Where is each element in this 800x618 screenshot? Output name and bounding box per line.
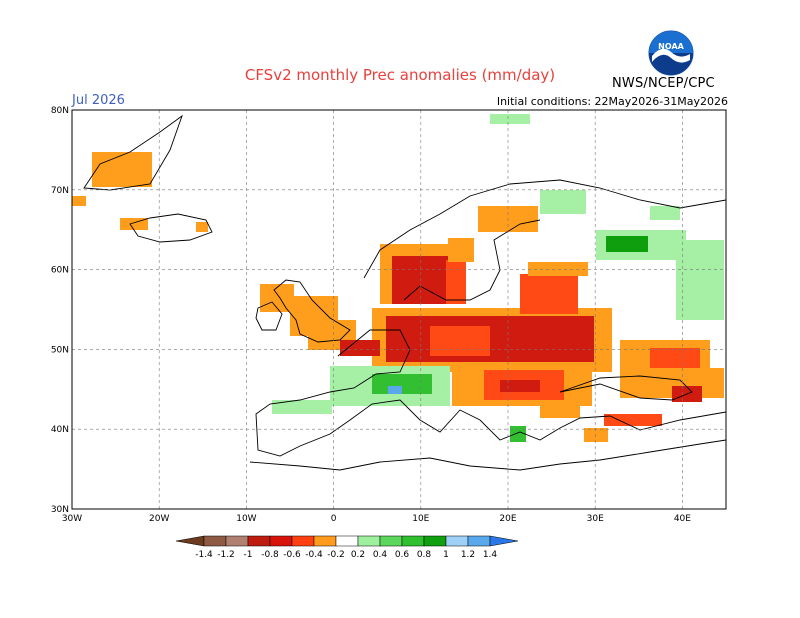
colorbar-label: 0.8 — [417, 550, 432, 560]
colorbar-swatch — [335, 535, 359, 547]
colorbar-label: 1 — [443, 550, 449, 560]
lon-label: 20E — [499, 514, 516, 524]
colorbar-swatch — [203, 535, 227, 547]
colorbar-swatch — [445, 535, 469, 547]
colorbar-swatch — [247, 535, 271, 547]
colorbar-swatch — [379, 535, 403, 547]
chart-title: CFSv2 monthly Prec anomalies (mm/day) — [244, 66, 556, 84]
colorbar-swatch — [401, 535, 425, 547]
colorbar-label: -1 — [244, 550, 253, 560]
lat-label: 50N — [51, 345, 69, 355]
agency-label: NWS/NCEP/CPC — [612, 76, 715, 91]
colorbar-label: -0.2 — [327, 550, 345, 560]
map-border — [71, 109, 727, 510]
colorbar-label: 1.4 — [483, 550, 498, 560]
coastlines — [83, 114, 727, 471]
colorbar-label: 1.2 — [461, 550, 475, 560]
lon-label: 30E — [587, 514, 604, 524]
colorbar-label: -0.8 — [261, 550, 279, 560]
anomaly-cells — [72, 114, 724, 442]
lat-label: 80N — [51, 106, 69, 116]
colorbar-left-triangle — [175, 535, 205, 547]
colorbar-label: 0.2 — [351, 550, 365, 560]
colorbar-swatch — [269, 535, 293, 547]
graticule — [72, 110, 726, 509]
lon-label: 20W — [149, 514, 169, 524]
lon-label: 40E — [674, 514, 691, 524]
colorbar-swatch — [423, 535, 447, 547]
initial-conditions: Initial conditions: 22May2026-31May2026 — [496, 95, 728, 108]
logo-text: NOAA — [658, 42, 684, 51]
colorbar-swatch — [225, 535, 249, 547]
colorbar-right-triangle — [489, 535, 519, 547]
forecast-month: Jul 2026 — [72, 93, 125, 108]
colorbar-swatch — [291, 535, 315, 547]
colorbar-label: 0.4 — [373, 550, 388, 560]
colorbar-label: -0.4 — [305, 550, 323, 560]
lon-label: 0 — [331, 514, 337, 524]
colorbar-label: -0.6 — [283, 550, 301, 560]
lon-label: 10E — [412, 514, 429, 524]
colorbar-swatch — [467, 535, 491, 547]
noaa-logo-icon: NOAA — [648, 30, 694, 76]
longitude-labels: 30W 20W 10W 0 10E 20E 30E 40E — [62, 514, 691, 524]
lon-label: 30W — [62, 514, 82, 524]
lat-label: 30N — [51, 505, 69, 515]
colorbar-labels: -1.4 -1.2 -1 -0.8 -0.6 -0.4 -0.2 0.2 0.4 0.6 0.8 1 1… — [195, 550, 497, 560]
lat-label: 40N — [51, 425, 69, 435]
colorbar-label: -1.4 — [195, 550, 213, 560]
lat-label: 60N — [51, 266, 69, 276]
colorbar-label: 0.6 — [395, 550, 410, 560]
lon-label: 10W — [236, 514, 256, 524]
colorbar-swatch — [313, 535, 337, 547]
colorbar-label: -1.2 — [217, 550, 235, 560]
colorbar — [175, 535, 519, 547]
colorbar-swatch — [357, 535, 381, 547]
latitude-labels: 80N 70N 60N 50N 40N 30N — [51, 106, 69, 515]
lat-label: 70N — [51, 186, 69, 196]
